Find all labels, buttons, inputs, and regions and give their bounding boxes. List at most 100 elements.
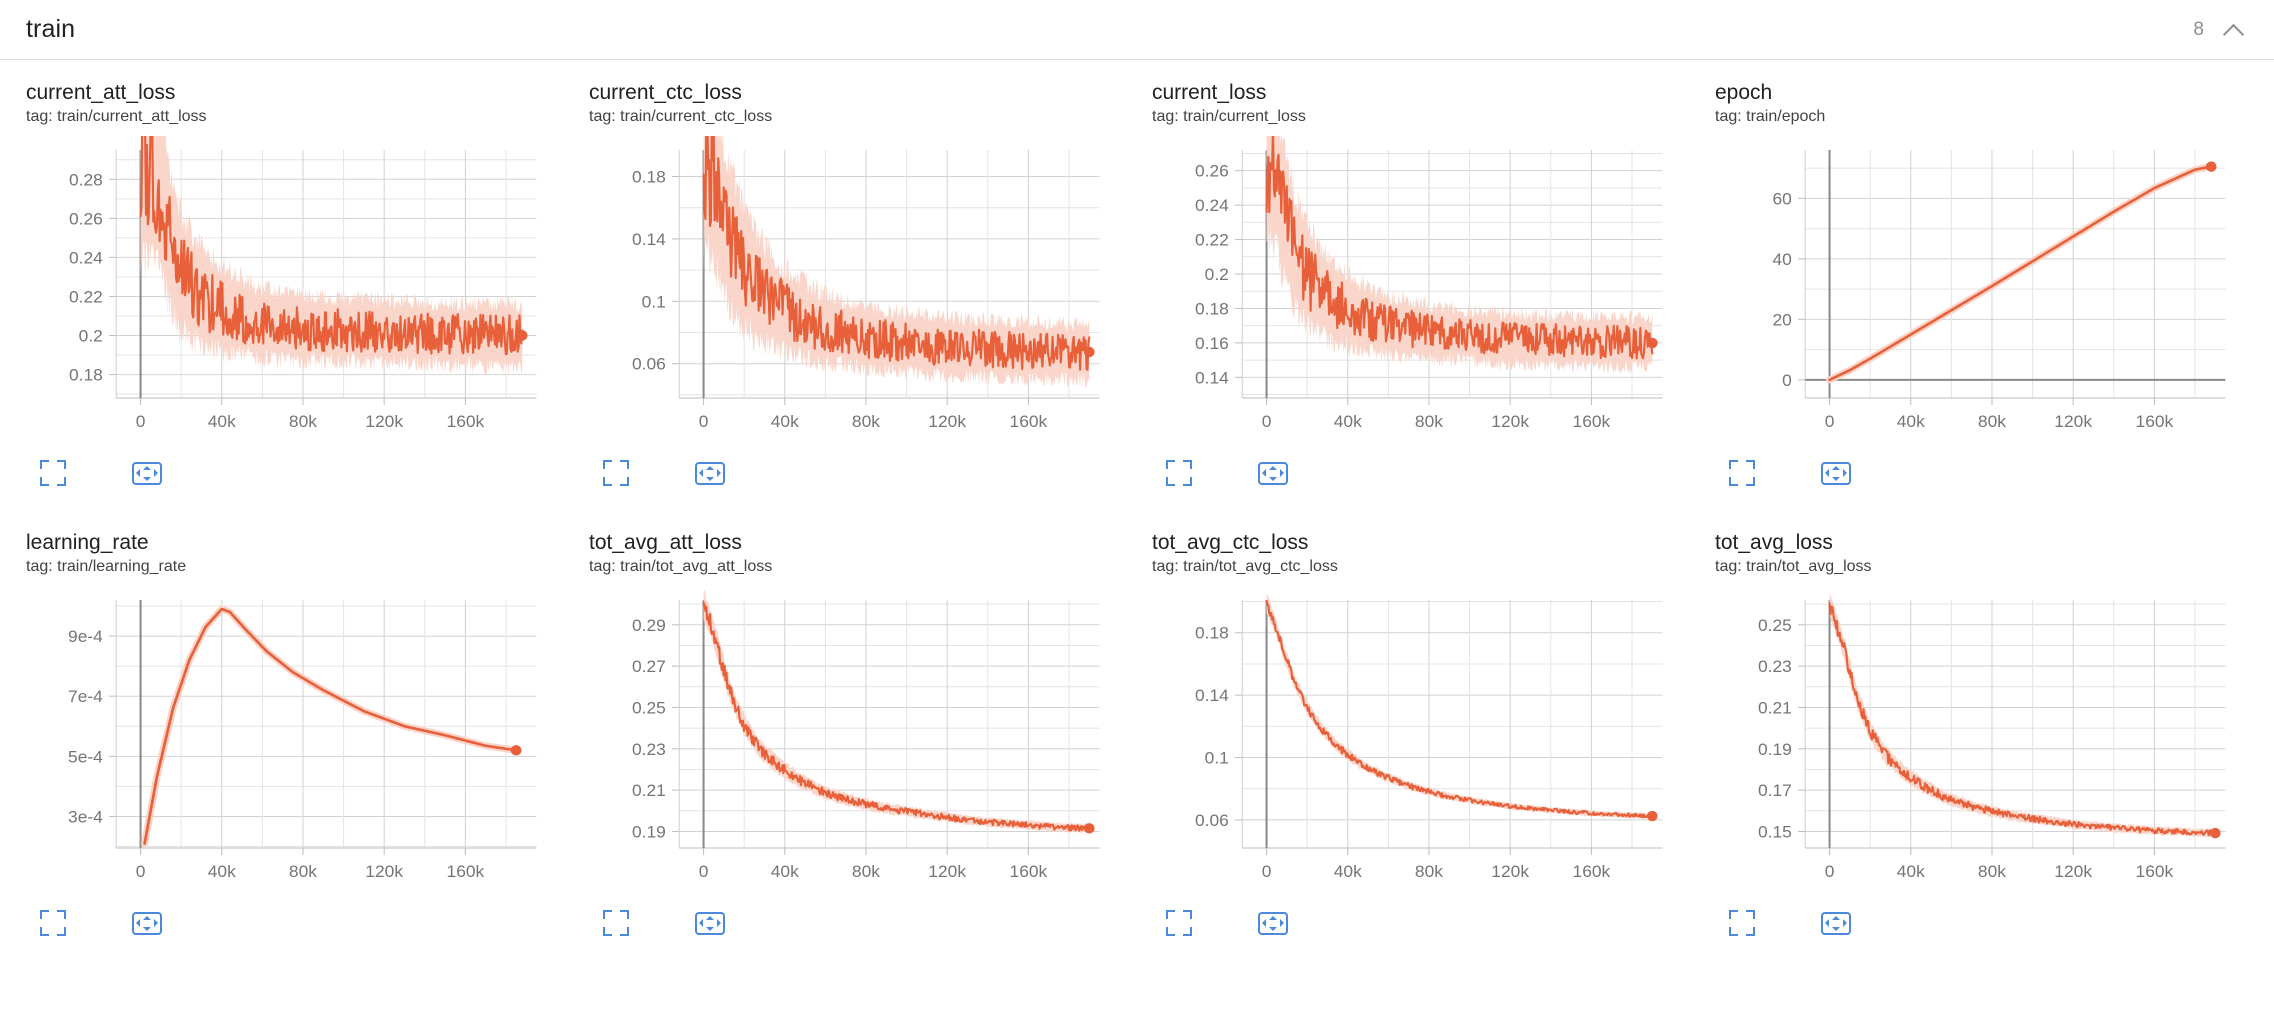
svg-text:80k: 80k <box>852 411 880 431</box>
svg-text:0.1: 0.1 <box>1205 748 1229 768</box>
svg-text:0: 0 <box>1262 411 1272 431</box>
svg-text:0.2: 0.2 <box>79 326 103 346</box>
fit-to-domain-icon[interactable] <box>132 461 162 485</box>
data-table-lines-icon[interactable] <box>1775 462 1801 484</box>
card-tag: tag: train/learning_rate <box>26 558 187 576</box>
svg-text:160k: 160k <box>1010 411 1048 431</box>
chart-plot[interactable]: 0.06 0.1 0.14 0.18 0 40k 80k 120k 160k <box>589 136 1122 446</box>
svg-text:60: 60 <box>1772 189 1791 209</box>
svg-text:0: 0 <box>1782 370 1792 390</box>
data-table-lines-icon[interactable] <box>86 462 112 484</box>
fullscreen-icon[interactable] <box>40 910 66 937</box>
run-group-header[interactable]: train 8 <box>0 0 2274 60</box>
svg-text:160k: 160k <box>1573 861 1611 881</box>
fullscreen-icon[interactable] <box>1166 910 1192 937</box>
svg-text:160k: 160k <box>1010 861 1048 881</box>
svg-text:40k: 40k <box>1897 861 1925 881</box>
chart-plot[interactable]: 0.18 0.2 0.22 0.24 0.26 0.28 0 40k 80k 120k 160k <box>26 136 559 446</box>
svg-text:0.2: 0.2 <box>1205 264 1229 284</box>
fit-to-domain-icon[interactable] <box>1821 911 1851 935</box>
svg-text:0.1: 0.1 <box>642 292 666 312</box>
card-title: current_loss <box>1152 81 1267 104</box>
scalar-card[interactable]: current_loss tag: train/current_loss 0.14 0… <box>1142 74 1695 524</box>
fit-to-domain-icon[interactable] <box>695 461 725 485</box>
svg-text:0.23: 0.23 <box>632 739 666 759</box>
svg-text:0.06: 0.06 <box>632 354 666 374</box>
fullscreen-icon[interactable] <box>603 910 629 937</box>
svg-text:0.19: 0.19 <box>632 822 666 842</box>
svg-text:0: 0 <box>699 411 709 431</box>
svg-text:160k: 160k <box>2136 861 2174 881</box>
svg-text:0.22: 0.22 <box>69 287 103 307</box>
fullscreen-icon[interactable] <box>1729 910 1755 937</box>
fullscreen-icon[interactable] <box>603 460 629 487</box>
card-tag: tag: train/current_ctc_loss <box>589 108 773 126</box>
fullscreen-icon[interactable] <box>1166 460 1192 487</box>
svg-text:0.29: 0.29 <box>632 615 666 635</box>
data-table-lines-icon[interactable] <box>1212 912 1238 934</box>
scalar-card[interactable]: epoch tag: train/epoch 0 20 40 60 0 40k 80k 120k 1… <box>1705 74 2258 524</box>
scalar-card[interactable]: tot_avg_att_loss tag: train/tot_avg_att_l… <box>579 524 1132 974</box>
scalar-card[interactable]: tot_avg_loss tag: train/tot_avg_loss 0.15 0… <box>1705 524 2258 974</box>
svg-text:160k: 160k <box>447 411 485 431</box>
svg-text:0: 0 <box>699 861 709 881</box>
scalar-card[interactable]: current_att_loss tag: train/current_att_l… <box>16 74 569 524</box>
svg-text:0.14: 0.14 <box>1195 686 1229 706</box>
card-title: tot_avg_ctc_loss <box>1152 531 1309 554</box>
data-table-lines-icon[interactable] <box>649 912 675 934</box>
svg-text:80k: 80k <box>1978 411 2006 431</box>
svg-text:0.15: 0.15 <box>1758 822 1792 842</box>
chart-plot[interactable]: 0.06 0.1 0.14 0.18 0 40k 80k 120k 160k <box>1152 586 1685 896</box>
svg-text:0: 0 <box>136 861 146 881</box>
svg-text:80k: 80k <box>289 411 317 431</box>
scalar-card[interactable]: learning_rate tag: train/learning_rate 3e-… <box>16 524 569 974</box>
chevron-up-icon[interactable] <box>2222 17 2248 43</box>
card-toolbar <box>1152 906 1685 940</box>
fit-to-domain-icon[interactable] <box>132 911 162 935</box>
card-tag: tag: train/current_att_loss <box>26 108 207 126</box>
card-toolbar <box>1715 906 2248 940</box>
fullscreen-icon[interactable] <box>40 460 66 487</box>
card-tag: tag: train/tot_avg_att_loss <box>589 558 773 576</box>
svg-text:80k: 80k <box>852 861 880 881</box>
svg-text:40k: 40k <box>1897 411 1925 431</box>
svg-text:0.21: 0.21 <box>632 781 666 801</box>
scalar-card[interactable]: current_ctc_loss tag: train/current_ctc_l… <box>579 74 1132 524</box>
svg-text:120k: 120k <box>2054 411 2092 431</box>
svg-text:80k: 80k <box>289 861 317 881</box>
chart-plot[interactable]: 3e-4 5e-4 7e-4 9e-4 0 40k 80k 120k 160k <box>26 586 559 896</box>
data-table-lines-icon[interactable] <box>1775 912 1801 934</box>
svg-text:0.26: 0.26 <box>69 209 103 229</box>
fit-to-domain-icon[interactable] <box>1821 461 1851 485</box>
svg-text:0: 0 <box>136 411 146 431</box>
scalar-card[interactable]: tot_avg_ctc_loss tag: train/tot_avg_ctc_l… <box>1142 524 1695 974</box>
card-toolbar <box>589 456 1122 490</box>
chart-plot[interactable]: 0.19 0.21 0.23 0.25 0.27 0.29 0 40k 80k 120k 160k <box>589 586 1122 896</box>
fullscreen-icon[interactable] <box>1729 460 1755 487</box>
svg-text:0.18: 0.18 <box>69 365 103 385</box>
card-title: tot_avg_att_loss <box>589 531 742 554</box>
svg-text:40: 40 <box>1772 249 1791 269</box>
fit-to-domain-icon[interactable] <box>1258 461 1288 485</box>
fit-to-domain-icon[interactable] <box>1258 911 1288 935</box>
svg-text:40k: 40k <box>1334 861 1362 881</box>
svg-text:0.14: 0.14 <box>1195 368 1229 388</box>
svg-text:0.28: 0.28 <box>69 170 103 190</box>
data-table-lines-icon[interactable] <box>649 462 675 484</box>
data-table-lines-icon[interactable] <box>86 912 112 934</box>
chart-plot[interactable]: 0.14 0.16 0.18 0.2 0.22 0.24 0.26 0 40k 80k 120k 16… <box>1152 136 1685 446</box>
svg-text:40k: 40k <box>1334 411 1362 431</box>
fit-to-domain-icon[interactable] <box>695 911 725 935</box>
svg-text:9e-4: 9e-4 <box>68 627 103 647</box>
svg-text:0.14: 0.14 <box>632 229 666 249</box>
svg-text:0.06: 0.06 <box>1195 810 1229 830</box>
page-title: train <box>26 15 76 43</box>
svg-text:0.23: 0.23 <box>1758 657 1792 677</box>
svg-text:120k: 120k <box>365 411 403 431</box>
chart-plot[interactable]: 0.15 0.17 0.19 0.21 0.23 0.25 0 40k 80k 120k 160k <box>1715 586 2248 896</box>
svg-text:120k: 120k <box>928 411 966 431</box>
svg-text:0.16: 0.16 <box>1195 333 1229 353</box>
svg-text:120k: 120k <box>928 861 966 881</box>
chart-plot[interactable]: 0 20 40 60 0 40k 80k 120k 160k <box>1715 136 2248 446</box>
data-table-lines-icon[interactable] <box>1212 462 1238 484</box>
